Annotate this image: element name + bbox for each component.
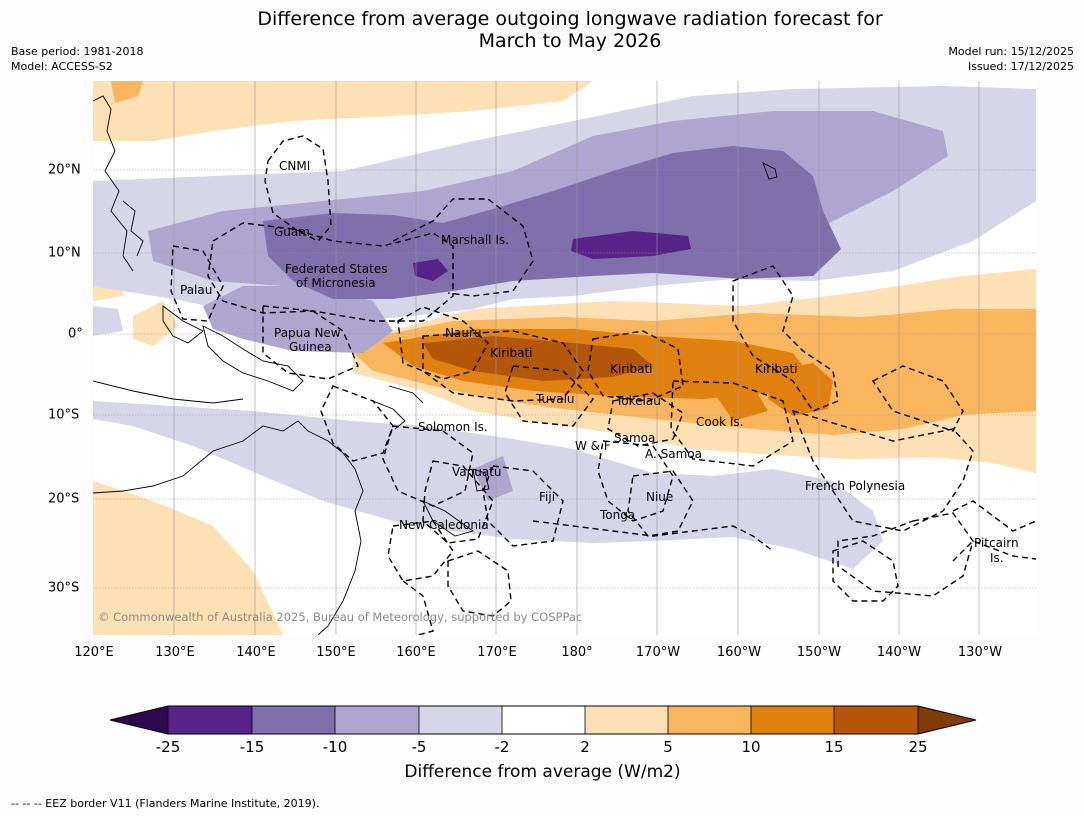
colorbar-swatch xyxy=(252,706,335,734)
label-solomon: Solomon Is. xyxy=(418,420,488,434)
title-line-1: Difference from average outgoing longwav… xyxy=(257,8,883,30)
map-title: Difference from average outgoing longwav… xyxy=(170,8,970,52)
lon-tick: 180° xyxy=(561,645,593,660)
label-png-1: Papua New xyxy=(274,326,341,340)
lon-tick: 140°E xyxy=(236,645,276,660)
model-name: Model: ACCESS-S2 xyxy=(11,60,113,73)
label-guam: Guam xyxy=(274,225,310,239)
colorbar-tick: -2 xyxy=(494,738,510,756)
colorbar-swatch xyxy=(502,706,585,734)
colorbar-swatch xyxy=(751,706,834,734)
map-area[interactable]: CNMI Guam Marshall Is. Federated States … xyxy=(93,81,1036,635)
colorbar-arrow-left xyxy=(110,706,168,734)
label-fiji: Fiji xyxy=(539,490,555,504)
lon-tick: 160°W xyxy=(716,645,762,660)
colorbar-swatch xyxy=(585,706,668,734)
graticule xyxy=(93,169,1036,589)
lon-tick: 140°W xyxy=(876,645,922,660)
label-vanuatu: Vanuatu xyxy=(452,465,502,479)
map-svg: CNMI Guam Marshall Is. Federated States … xyxy=(93,81,1036,635)
coastlines xyxy=(93,95,778,635)
copyright-notice: © Commonwealth of Australia 2025, Bureau… xyxy=(98,610,582,624)
label-cnmi: CNMI xyxy=(279,159,310,173)
colorbar-tick: -5 xyxy=(411,738,427,756)
colorbar xyxy=(109,705,977,735)
lon-tick: 120°E xyxy=(74,645,114,660)
label-new-caledonia: New Caledonia xyxy=(399,518,489,532)
colorbar-tick: 25 xyxy=(908,738,928,756)
place-labels: CNMI Guam Marshall Is. Federated States … xyxy=(180,159,1019,565)
colorbar-tick: 15 xyxy=(824,738,844,756)
label-palau: Palau xyxy=(180,283,212,297)
anomaly-dark-purple xyxy=(263,146,841,299)
label-wf: W & F xyxy=(575,439,611,453)
colorbar-swatch xyxy=(335,706,419,734)
colorbar-arrow-right xyxy=(918,706,976,734)
colorbar-tick: -25 xyxy=(155,738,181,756)
meta-left: Base period: 1981-2018 Model: ACCESS-S2 xyxy=(11,44,143,74)
label-tokelau: Tokelau xyxy=(615,394,661,408)
label-niue: Niue xyxy=(646,490,673,504)
lat-tick: 30°S xyxy=(48,580,80,596)
colorbar-swatch xyxy=(834,706,918,734)
label-fsm-2: of Micronesia xyxy=(296,276,376,290)
issued-date: Issued: 17/12/2025 xyxy=(967,60,1074,73)
lat-tick: 10°S xyxy=(48,407,80,423)
model-run: Model run: 15/12/2025 xyxy=(948,45,1074,58)
colorbar-swatch xyxy=(419,706,502,734)
label-kiribati-central: Kiribati xyxy=(610,362,652,376)
colorbar-swatch xyxy=(668,706,751,734)
lat-tick: 10°N xyxy=(48,245,81,261)
label-marshall: Marshall Is. xyxy=(441,233,509,247)
lon-tick: 160°E xyxy=(396,645,436,660)
lat-tick: 20°S xyxy=(48,491,80,507)
anomaly-deep-purple xyxy=(413,231,691,281)
label-pitcairn-2: Is. xyxy=(990,551,1004,565)
lon-tick: 170°W xyxy=(635,645,681,660)
label-nauru: Nauru xyxy=(445,326,481,340)
label-fsm-1: Federated States xyxy=(285,262,387,276)
label-pitcairn-1: Pitcairn xyxy=(974,536,1019,550)
meridians xyxy=(173,81,980,635)
label-french-polynesia: French Polynesia xyxy=(805,479,905,493)
meta-right: Model run: 15/12/2025 Issued: 17/12/2025 xyxy=(948,44,1074,74)
colorbar-tick: 2 xyxy=(580,738,590,756)
lon-tick: 170°E xyxy=(477,645,517,660)
label-cook: Cook Is. xyxy=(696,415,743,429)
label-kiribati-east: Kiribati xyxy=(755,362,797,376)
colorbar-tick: 5 xyxy=(663,738,673,756)
lon-tick: 130°W xyxy=(957,645,1003,660)
colorbar-tick: -10 xyxy=(322,738,348,756)
lat-tick: 20°N xyxy=(48,162,81,178)
lat-tick: 0° xyxy=(68,326,83,342)
lon-tick: 150°W xyxy=(796,645,842,660)
label-asamoa: A. Samoa xyxy=(645,447,702,461)
eez-borders xyxy=(170,135,1036,635)
title-line-2: March to May 2026 xyxy=(478,30,662,52)
label-kiribati-west: Kiribati xyxy=(490,346,532,360)
eez-footnote: -- -- -- EEZ border V11 (Flanders Marine… xyxy=(11,797,320,810)
label-tonga: Tonga xyxy=(599,508,635,522)
label-tuvalu: Tuvalu xyxy=(535,392,575,406)
colorbar-title: Difference from average (W/m2) xyxy=(404,762,681,782)
colorbar-tick: 10 xyxy=(741,738,761,756)
label-png-2: Guinea xyxy=(289,340,332,354)
lon-tick: 130°E xyxy=(155,645,195,660)
lon-tick: 150°E xyxy=(316,645,356,660)
base-period: Base period: 1981-2018 xyxy=(11,45,144,58)
anomaly-brown xyxy=(423,336,653,381)
colorbar-swatch xyxy=(168,706,252,734)
colorbar-tick: -15 xyxy=(239,738,265,756)
label-samoa: Samoa xyxy=(614,431,655,445)
